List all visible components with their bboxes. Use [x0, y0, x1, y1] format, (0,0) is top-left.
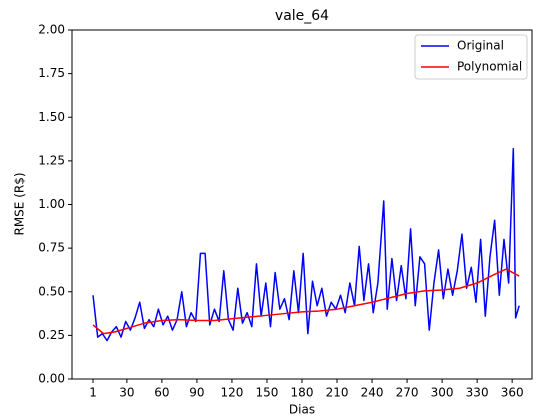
y-tick-label: 1.25 [38, 153, 65, 167]
x-tick-label: 330 [466, 386, 489, 400]
x-tick-label: 210 [326, 386, 349, 400]
x-axis-label: Dias [289, 403, 315, 417]
y-tick-label: 0.75 [38, 241, 65, 255]
y-tick-label: 1.50 [38, 110, 65, 124]
y-axis-label: RMSE (R$) [13, 172, 27, 235]
x-tick-label: 270 [396, 386, 419, 400]
y-tick-label: 2.00 [38, 23, 65, 37]
x-tick-label: 90 [189, 386, 204, 400]
y-tick-label: 0.25 [38, 328, 65, 342]
x-tick-label: 1 [89, 386, 97, 400]
x-tick-label: 150 [256, 386, 279, 400]
series-line [92, 147, 520, 342]
y-tick-label: 0.00 [38, 372, 65, 386]
y-tick-label: 1.75 [38, 66, 65, 80]
x-tick-label: 60 [154, 386, 169, 400]
y-tick-label: 0.50 [38, 284, 65, 298]
x-tick-label: 300 [431, 386, 454, 400]
chart-title: vale_64 [275, 8, 329, 24]
y-tick-label: 1.00 [38, 197, 65, 211]
x-tick-label: 120 [220, 386, 243, 400]
plot-frame [71, 29, 533, 380]
x-tick-label: 30 [119, 386, 134, 400]
x-tick-label: 360 [501, 386, 524, 400]
legend-label: Original [457, 39, 504, 53]
legend-label: Polynomial [457, 60, 522, 74]
x-tick-label: 240 [361, 386, 384, 400]
series-line [92, 268, 520, 335]
x-tick-label: 180 [291, 386, 314, 400]
